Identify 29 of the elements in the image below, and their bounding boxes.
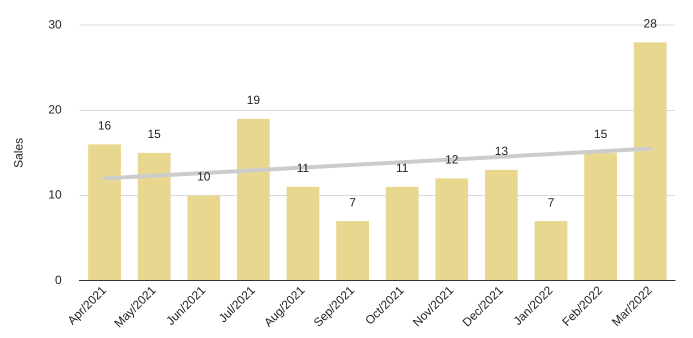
data-label: 19: [246, 93, 260, 108]
bar: [634, 42, 667, 280]
data-label: 11: [396, 161, 409, 176]
data-label: 15: [147, 127, 162, 142]
data-label: 10: [197, 170, 211, 184]
y-axis-title: Sales: [12, 138, 26, 168]
y-tick-label: 0: [55, 272, 62, 287]
bar: [286, 186, 320, 280]
bar: [88, 144, 121, 280]
data-label: 11: [296, 161, 310, 176]
bar: [336, 220, 369, 280]
data-label: 12: [445, 152, 459, 167]
data-label: 7: [548, 195, 555, 210]
data-label: 16: [98, 118, 112, 133]
bar: [435, 178, 468, 280]
y-tick-label: 10: [48, 188, 62, 202]
bar: [386, 186, 419, 280]
bar: [187, 195, 220, 280]
data-label: 13: [494, 144, 508, 158]
data-label: 15: [594, 127, 608, 142]
bar: [584, 152, 617, 280]
bar: [236, 118, 270, 280]
data-label: 7: [349, 195, 356, 210]
bar: [534, 220, 568, 280]
y-tick-label: 20: [48, 102, 62, 117]
bar: [138, 152, 171, 280]
data-label: 28: [644, 16, 658, 31]
y-tick-label: 30: [48, 18, 62, 32]
bar: [485, 170, 518, 280]
